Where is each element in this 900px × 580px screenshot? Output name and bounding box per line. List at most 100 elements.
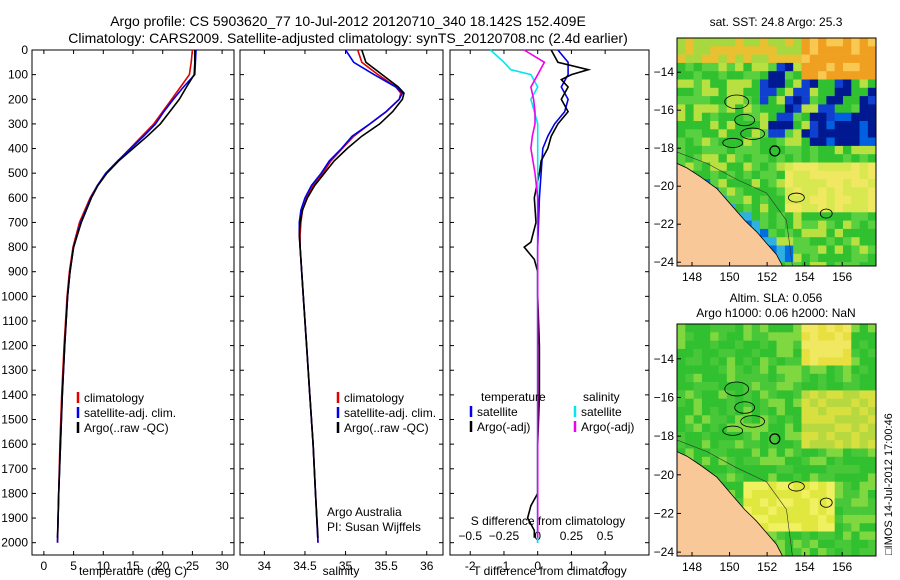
- map-cell: [793, 162, 802, 172]
- depth-tick-label: 500: [8, 166, 28, 180]
- map-cell: [735, 96, 744, 105]
- map-cell: [834, 440, 844, 449]
- map-cell: [701, 332, 711, 341]
- map-cell: [834, 382, 844, 391]
- map-cell: [826, 456, 835, 466]
- map-cell: [776, 398, 786, 408]
- map-cell: [843, 212, 852, 221]
- map-cell: [685, 373, 694, 383]
- map-cell: [859, 490, 869, 499]
- map-cell: [710, 87, 719, 97]
- map-cell: [685, 46, 694, 55]
- map-cell: [768, 456, 777, 466]
- map-cell: [809, 253, 819, 263]
- map-cell: [851, 137, 860, 147]
- map-cell: [743, 187, 752, 196]
- map-cell: [760, 162, 769, 172]
- map-cell: [768, 481, 777, 491]
- series-line-argo-raw-qc-: [298, 49, 405, 538]
- map-cell: [801, 170, 811, 180]
- map-cell: [809, 212, 819, 221]
- map-cell: [718, 79, 728, 89]
- map-cell: [735, 448, 744, 458]
- map-cell: [851, 448, 860, 458]
- map-cell: [735, 456, 744, 466]
- map-cell: [826, 373, 835, 383]
- map-cell: [768, 506, 777, 516]
- map-cell: [843, 71, 852, 80]
- map-cell: [685, 129, 694, 138]
- map-cell: [843, 245, 852, 255]
- map-cell: [793, 253, 802, 263]
- legend-label: climatology: [84, 391, 144, 405]
- map-cell: [826, 531, 835, 541]
- map-cell: [760, 145, 769, 155]
- map-cell: [801, 465, 811, 474]
- map-cell: [760, 523, 769, 532]
- map-cell: [851, 262, 860, 266]
- map-cell: [859, 245, 869, 255]
- map-cell: [776, 38, 786, 47]
- map-cell: [784, 220, 794, 230]
- map-cell: [701, 137, 711, 147]
- reef-outline: [722, 425, 744, 436]
- map-cell: [685, 162, 694, 172]
- map-cell: [743, 348, 752, 358]
- depth-tick-label: 800: [8, 240, 28, 254]
- map-cell: [809, 179, 819, 188]
- map-cell: [867, 204, 876, 213]
- map-cell: [710, 407, 719, 416]
- map-cell: [768, 465, 777, 474]
- map-cell: [784, 514, 794, 524]
- map-cell: [818, 506, 827, 516]
- map-cell: [826, 539, 835, 549]
- map-cell: [768, 431, 777, 441]
- map-cell: [818, 365, 827, 375]
- credit-org: Argo Australia: [327, 505, 402, 519]
- map-cell: [818, 112, 827, 122]
- map-cell: [809, 440, 819, 449]
- map-cell: [718, 373, 728, 383]
- map-cell: [701, 373, 711, 383]
- map-cell: [867, 62, 876, 72]
- map-cell: [768, 96, 777, 105]
- map-cell: [867, 431, 876, 441]
- map-cell: [784, 262, 794, 266]
- map-cell: [685, 382, 694, 391]
- map-cell: [751, 423, 761, 433]
- map-cell: [776, 162, 786, 172]
- map-cell: [867, 398, 876, 408]
- map-cell: [784, 548, 794, 556]
- map-cell: [784, 490, 794, 499]
- map-cell: [701, 340, 711, 350]
- map-cell: [818, 87, 827, 97]
- map-cell: [768, 71, 777, 80]
- map-cell: [843, 324, 852, 333]
- map-cell: [818, 162, 827, 172]
- map-cell: [701, 71, 711, 80]
- map-cell: [818, 357, 827, 366]
- map-cell: [743, 96, 752, 105]
- map-cell: [826, 498, 835, 507]
- map-cell: [818, 373, 827, 383]
- map-cell: [726, 390, 736, 399]
- map-cell: [784, 324, 794, 333]
- map-cell: [809, 104, 819, 113]
- legend-label: climatology: [344, 391, 404, 405]
- map-cell: [726, 112, 736, 122]
- imos-timestamp: □IMOS 14-Jul-2012 17:00:46: [883, 413, 895, 555]
- map-cell: [776, 121, 786, 130]
- map-cell: [826, 348, 835, 358]
- map-cell: [751, 145, 761, 155]
- x-tick-label: 35: [339, 559, 353, 573]
- map-cell: [735, 195, 744, 205]
- map-cell: [726, 431, 736, 441]
- map-cell: [801, 373, 811, 383]
- map-cell: [693, 87, 703, 97]
- map-cell: [793, 548, 802, 556]
- map-cell: [859, 46, 869, 55]
- map-cell: [867, 220, 876, 230]
- reef-outline: [740, 127, 765, 140]
